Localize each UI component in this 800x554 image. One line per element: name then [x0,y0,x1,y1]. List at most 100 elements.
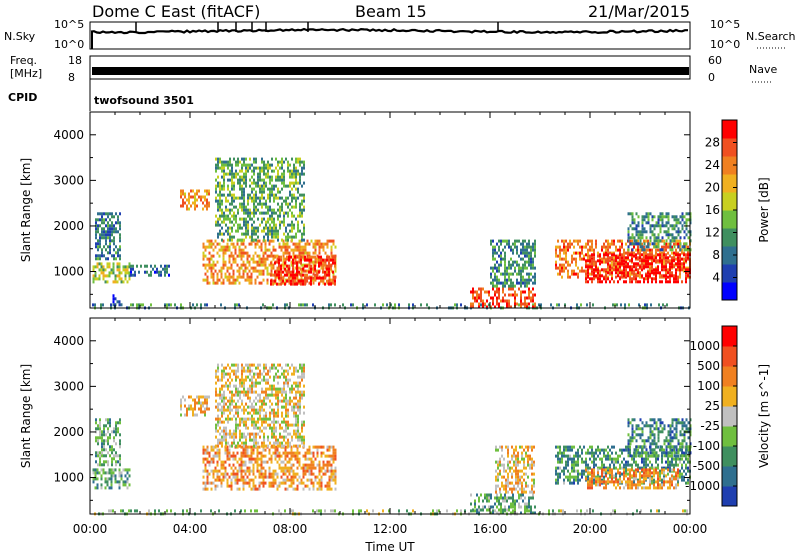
power-cell [667,242,669,246]
power-cell [675,218,678,222]
power-cell [112,268,115,272]
power-cell [573,269,575,273]
velocity-cell [253,423,255,427]
velocity-cell [249,396,251,400]
power-cell [289,172,291,176]
power-cell [655,268,657,272]
velocity-cell [290,469,293,473]
power-cell [267,196,269,200]
velocity-cell [334,466,337,470]
power-cell [256,275,259,279]
power-cell [229,235,231,239]
cpid-value: twofsound 3501 [94,94,194,107]
power-cell [318,276,320,280]
velocity-cell [266,475,269,479]
power-cell [308,258,310,262]
power-cell [117,254,119,258]
velocity-cell [257,420,259,424]
power-cell [98,262,101,266]
power-cell [259,223,261,227]
velocity-cell [206,407,208,411]
velocity-cell [304,469,307,473]
power-cell [290,255,292,259]
power-cell [679,262,681,266]
power-cell [277,235,279,239]
power-cell [520,275,522,279]
power-cell [677,259,679,263]
velocity-cell [332,478,335,482]
power-cell [295,175,297,179]
power-cell [635,280,637,284]
power-cell [526,296,528,300]
power-cell [621,242,623,246]
velocity-cell [244,509,246,513]
power-cell [269,199,271,203]
power-cell [500,239,502,243]
velocity-cell [274,478,277,482]
velocity-cell [248,469,251,473]
velocity-cell [244,448,247,452]
power-cell [645,262,647,266]
power-cell [510,245,512,249]
power-cell [625,265,627,269]
velocity-cell [202,404,204,408]
power-cell [253,205,255,209]
velocity-cell [260,472,263,476]
power-cell [291,238,293,242]
power-cell [575,251,577,255]
power-cell [522,302,524,306]
power-cell [619,248,621,252]
velocity-cell [296,448,299,452]
velocity-cell [302,454,305,458]
velocity-cell [285,375,287,379]
power-cell [279,166,281,170]
power-cell [101,227,103,231]
power-cell [217,220,219,224]
power-cell [283,214,285,218]
power-cell [665,224,668,228]
power-cell [105,248,107,252]
power-cell [607,242,609,246]
velocity-cell [242,448,245,452]
power-cell [613,242,615,246]
power-cell [250,266,253,270]
power-cell [243,196,245,200]
velocity-cell [274,457,277,461]
power-cell [510,257,512,261]
power-cell [687,251,689,255]
power-cell [217,223,219,227]
power-cell [289,181,291,185]
power-cell [653,239,656,243]
power-cell [273,196,275,200]
power-cell [629,251,631,255]
power-cell [685,221,688,225]
power-cell [260,260,263,264]
velocity-cell [284,478,287,482]
power-cell [310,239,313,243]
power-cell [498,266,500,270]
velocity-cell [237,411,239,415]
power-cell [102,303,104,307]
power-cell [334,264,336,268]
power-cell [302,303,304,307]
power-cell [204,245,207,249]
velocity-cell [223,429,225,433]
velocity-cell [290,475,293,479]
power-cell [92,265,95,269]
power-cell [278,270,280,274]
power-cell [254,245,257,249]
power-cell [268,272,271,276]
power-cell [619,262,621,266]
velocity-cell [225,426,227,430]
power-cell [228,260,231,264]
power-cell [318,282,320,286]
power-cell [248,278,251,282]
power-cell [223,163,225,167]
power-cell [116,265,119,269]
velocity-cell [109,418,111,422]
power-cell [671,248,674,252]
power-cell [239,223,241,227]
velocity-cell [358,509,360,513]
power-cell [669,274,671,278]
power-cell [534,266,536,270]
